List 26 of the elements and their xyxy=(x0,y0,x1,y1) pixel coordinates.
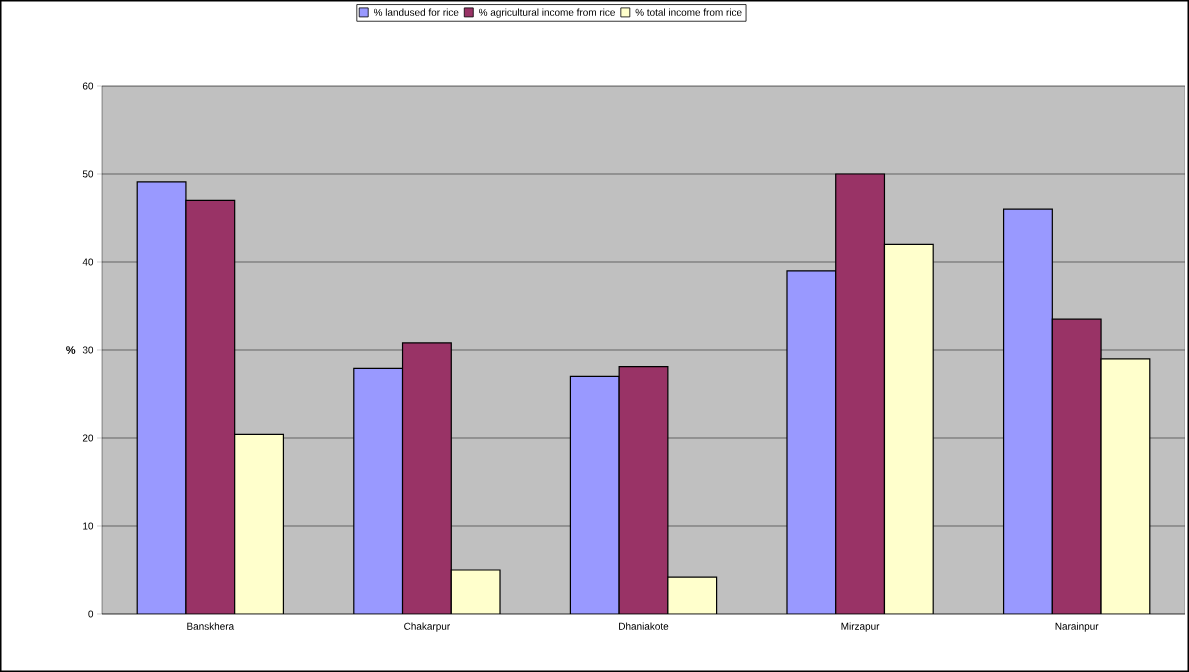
x-tick-label: Mirzapur xyxy=(841,622,880,632)
bar xyxy=(234,433,285,614)
bar xyxy=(786,270,837,614)
bar xyxy=(450,569,501,614)
y-tick-label: 10 xyxy=(83,522,94,530)
y-tick-label: 30 xyxy=(82,346,94,354)
bar xyxy=(353,367,404,614)
y-tick-label: 20 xyxy=(82,434,94,442)
bar xyxy=(136,181,187,614)
x-tick-label: Banskhera xyxy=(187,622,235,630)
x-tick-label: Narainpur xyxy=(1055,622,1099,632)
legend-label: % landused for rice xyxy=(373,8,459,16)
bar xyxy=(883,243,934,614)
y-tick-label: 60 xyxy=(82,82,94,90)
bar xyxy=(1002,208,1053,614)
y-tick-label: 40 xyxy=(82,258,94,266)
y-tick-label: 0 xyxy=(88,610,94,618)
bar xyxy=(569,375,620,614)
bar xyxy=(1100,358,1151,614)
y-axis-title: % xyxy=(66,346,76,354)
x-tick-label: Dhaniakote xyxy=(619,622,669,630)
legend-label: % total income from rice xyxy=(635,8,742,16)
bar xyxy=(667,576,718,614)
x-tick-label: Chakarpur xyxy=(404,622,450,632)
legend-label: % agricultural income from rice xyxy=(479,8,615,18)
y-tick-label: 50 xyxy=(82,170,94,178)
